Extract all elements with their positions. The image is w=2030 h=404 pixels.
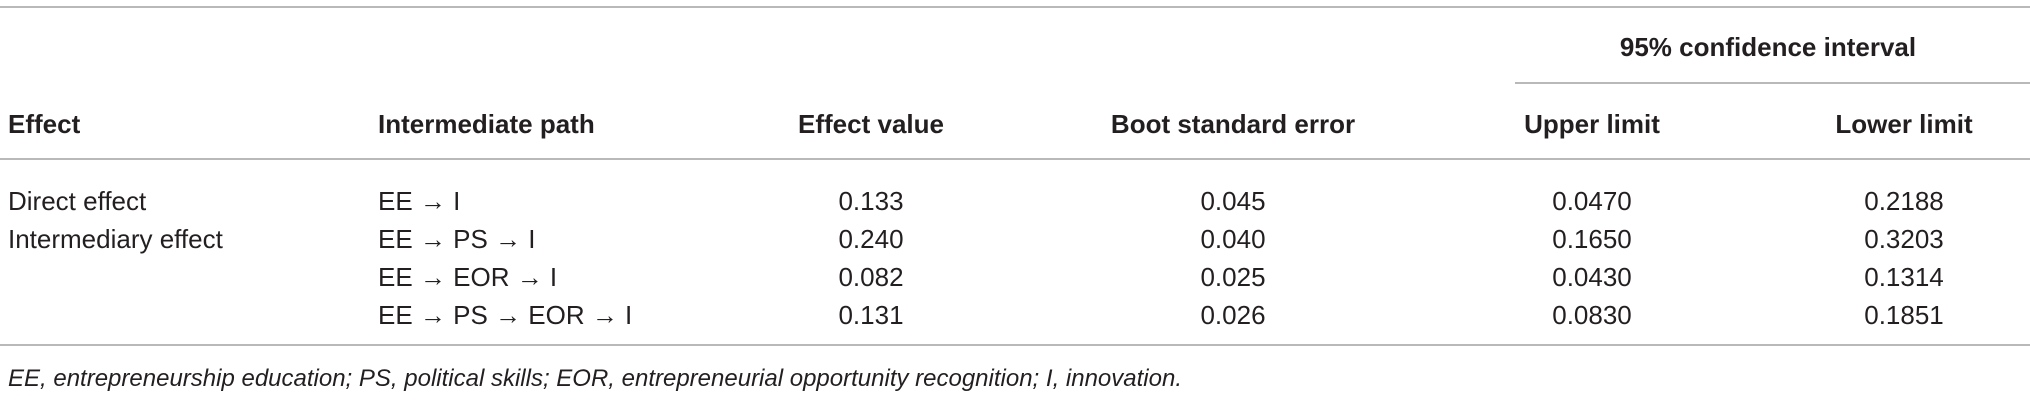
col-header-intermediate-path: Intermediate path	[378, 109, 595, 139]
col-header-effect-value: Effect value	[798, 109, 944, 139]
row-boot-se: 0.026	[1200, 300, 1266, 330]
row-lower-limit: 0.3203	[1864, 224, 1944, 254]
ci-group-rule	[1515, 82, 2030, 84]
row-effect-value: 0.082	[838, 262, 904, 292]
ci-group-header: 95% confidence interval	[1619, 32, 1917, 62]
row-upper-limit: 0.0470	[1552, 186, 1632, 216]
row-upper-limit: 0.0830	[1552, 300, 1632, 330]
col-header-upper-limit: Upper limit	[1524, 109, 1660, 139]
col-header-effect: Effect	[8, 109, 81, 139]
row-upper-limit: 0.0430	[1552, 262, 1632, 292]
row-boot-se: 0.040	[1200, 224, 1266, 254]
row-path: EE → I	[378, 186, 461, 216]
row-path: EE → PS → I	[378, 224, 536, 254]
row-lower-limit: 0.1851	[1864, 300, 1944, 330]
row-path: EE → PS → EOR → I	[378, 300, 633, 330]
col-header-lower-limit: Lower limit	[1835, 109, 1973, 139]
row-boot-se: 0.045	[1200, 186, 1266, 216]
header-bottom-rule	[0, 158, 2030, 160]
top-rule	[0, 6, 2030, 8]
row-effect: Intermediary effect	[8, 224, 223, 254]
row-effect: Direct effect	[8, 186, 147, 216]
row-path: EE → EOR → I	[378, 262, 558, 292]
row-boot-se: 0.025	[1200, 262, 1266, 292]
row-lower-limit: 0.1314	[1864, 262, 1944, 292]
col-header-boot-standard-error: Boot standard error	[1110, 109, 1356, 139]
row-effect-value: 0.240	[838, 224, 904, 254]
row-effect-value: 0.133	[838, 186, 904, 216]
row-effect-value: 0.131	[838, 300, 904, 330]
row-upper-limit: 0.1650	[1552, 224, 1632, 254]
table-bottom-rule	[0, 344, 2030, 346]
row-lower-limit: 0.2188	[1864, 186, 1944, 216]
table-footnote: EE, entrepreneurship education; PS, poli…	[8, 365, 1182, 392]
